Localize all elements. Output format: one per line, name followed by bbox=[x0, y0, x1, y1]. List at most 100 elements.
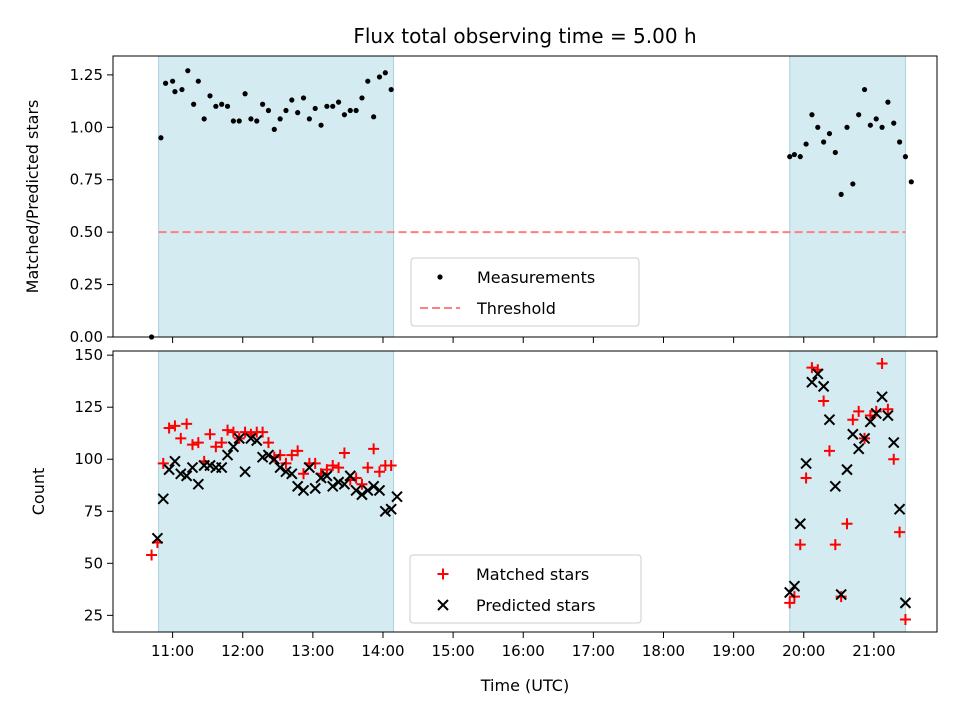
measurement-point bbox=[191, 101, 197, 107]
measurement-point bbox=[902, 154, 909, 160]
measurement-point bbox=[861, 86, 868, 93]
measurement-point bbox=[873, 116, 879, 122]
x-tick-label: 16:00 bbox=[502, 642, 545, 660]
measurement-point bbox=[271, 126, 277, 132]
measurement-point bbox=[809, 112, 815, 118]
measurement-point bbox=[791, 151, 798, 158]
measurement-point bbox=[347, 107, 353, 114]
matched-star-point bbox=[853, 405, 865, 417]
x-tick-label: 11:00 bbox=[151, 642, 194, 660]
predicted-star-point bbox=[186, 461, 199, 474]
matched-star-point bbox=[163, 422, 175, 434]
predicted-star-point bbox=[391, 490, 403, 503]
matched-star-point bbox=[298, 468, 310, 480]
measurement-point bbox=[879, 124, 885, 130]
x-tick-label: 20:00 bbox=[782, 642, 825, 660]
measurement-point bbox=[295, 110, 301, 116]
legend-box bbox=[409, 554, 642, 624]
measurement-point bbox=[158, 135, 164, 141]
y-tick-label: 0.00 bbox=[70, 328, 103, 346]
x-tick-label: 15:00 bbox=[432, 642, 475, 660]
x-axis-label: Time (UTC) bbox=[480, 676, 569, 695]
x-tick-label: 18:00 bbox=[642, 642, 685, 660]
predicted-star-point bbox=[221, 449, 234, 461]
top-x-ticks bbox=[172, 337, 875, 343]
measurement-point bbox=[306, 116, 312, 122]
predicted-star-point bbox=[823, 413, 836, 426]
predicted-star-point bbox=[888, 436, 900, 449]
measurement-point bbox=[260, 101, 266, 107]
matched-star-point bbox=[286, 449, 298, 461]
matched-star-point bbox=[800, 472, 812, 484]
top-y-ticks: 0.00 0.25 0.50 0.75 1.00 1.25 bbox=[70, 66, 113, 346]
y-tick-label: 150 bbox=[74, 346, 103, 364]
matched-star-point bbox=[385, 459, 397, 471]
measurement-point bbox=[254, 118, 260, 124]
predicted-star-point bbox=[215, 461, 228, 474]
matched-star-point bbox=[876, 357, 888, 369]
legend-predicted-marker bbox=[437, 599, 449, 611]
bottom-plot-frame bbox=[112, 350, 938, 633]
y-tick-label: 1.25 bbox=[70, 66, 103, 84]
matched-star-point bbox=[823, 445, 835, 457]
x-tick-label: 13:00 bbox=[291, 642, 334, 660]
predicted-star-point bbox=[344, 470, 356, 482]
predicted-star-point bbox=[286, 468, 298, 480]
measurement-point bbox=[803, 141, 809, 147]
top-measurement-points bbox=[148, 68, 914, 340]
measurement-point bbox=[787, 154, 793, 160]
legend-entry-label: Measurements bbox=[477, 268, 595, 287]
matched-star-point bbox=[356, 478, 368, 490]
matched-star-point bbox=[327, 459, 339, 471]
matched-star-point bbox=[899, 614, 911, 626]
predicted-star-point bbox=[373, 484, 386, 497]
predicted-star-point bbox=[268, 453, 281, 465]
measurement-point bbox=[376, 74, 383, 80]
measurement-point bbox=[896, 139, 903, 145]
measurement-point bbox=[826, 130, 833, 137]
matched-star-point bbox=[216, 437, 228, 449]
predicted-star-point bbox=[180, 470, 193, 482]
predicted-star-point bbox=[303, 461, 316, 474]
measurement-point bbox=[277, 116, 283, 122]
matched-star-point bbox=[321, 464, 333, 476]
predicted-star-point bbox=[870, 407, 882, 420]
predicted-star-point bbox=[841, 463, 853, 476]
x-tick-label: 19:00 bbox=[712, 642, 755, 660]
predicted-star-point bbox=[788, 580, 801, 592]
top-plot-frame bbox=[112, 55, 938, 338]
matched-star-point bbox=[882, 403, 894, 415]
predicted-star-point bbox=[327, 480, 339, 493]
predicted-star-point bbox=[169, 455, 181, 468]
predicted-star-point bbox=[297, 484, 310, 497]
x-tick-label: 14:00 bbox=[361, 642, 404, 660]
predicted-star-point bbox=[893, 503, 906, 515]
bottom-legend: Matched stars Predicted stars bbox=[409, 554, 642, 624]
matched-star-point bbox=[835, 591, 847, 603]
measurement-point bbox=[359, 95, 365, 101]
predicted-star-point bbox=[321, 470, 333, 482]
measurement-point bbox=[341, 112, 348, 118]
predicted-star-point bbox=[899, 597, 912, 609]
measurement-point bbox=[289, 97, 295, 103]
measurement-point bbox=[815, 124, 821, 130]
measurement-point bbox=[195, 78, 201, 84]
y-tick-label: 100 bbox=[74, 450, 103, 468]
measurement-point bbox=[324, 103, 330, 109]
measurement-point bbox=[179, 86, 185, 93]
matched-star-point bbox=[309, 457, 321, 469]
predicted-star-point bbox=[876, 391, 888, 403]
top-panel: 0.00 0.25 0.50 0.75 1.00 1.25 Matched/Predict… bbox=[23, 55, 938, 346]
matched-star-point bbox=[888, 453, 900, 465]
predicted-star-point bbox=[239, 466, 251, 478]
matched-star-point bbox=[829, 539, 841, 551]
measurement-point bbox=[162, 80, 169, 86]
matched-star-point bbox=[368, 443, 380, 455]
predicted-star-point bbox=[151, 532, 164, 545]
bottom-x-ticks: 11:00 12:00 13:00 14:00 15:00 16:00 17:00 18:00… bbox=[151, 632, 896, 660]
matched-star-point bbox=[280, 457, 292, 469]
measurement-point bbox=[312, 105, 318, 112]
matched-star-point bbox=[186, 439, 198, 451]
bottom-star-points bbox=[146, 357, 912, 626]
predicted-star-point bbox=[262, 449, 275, 461]
